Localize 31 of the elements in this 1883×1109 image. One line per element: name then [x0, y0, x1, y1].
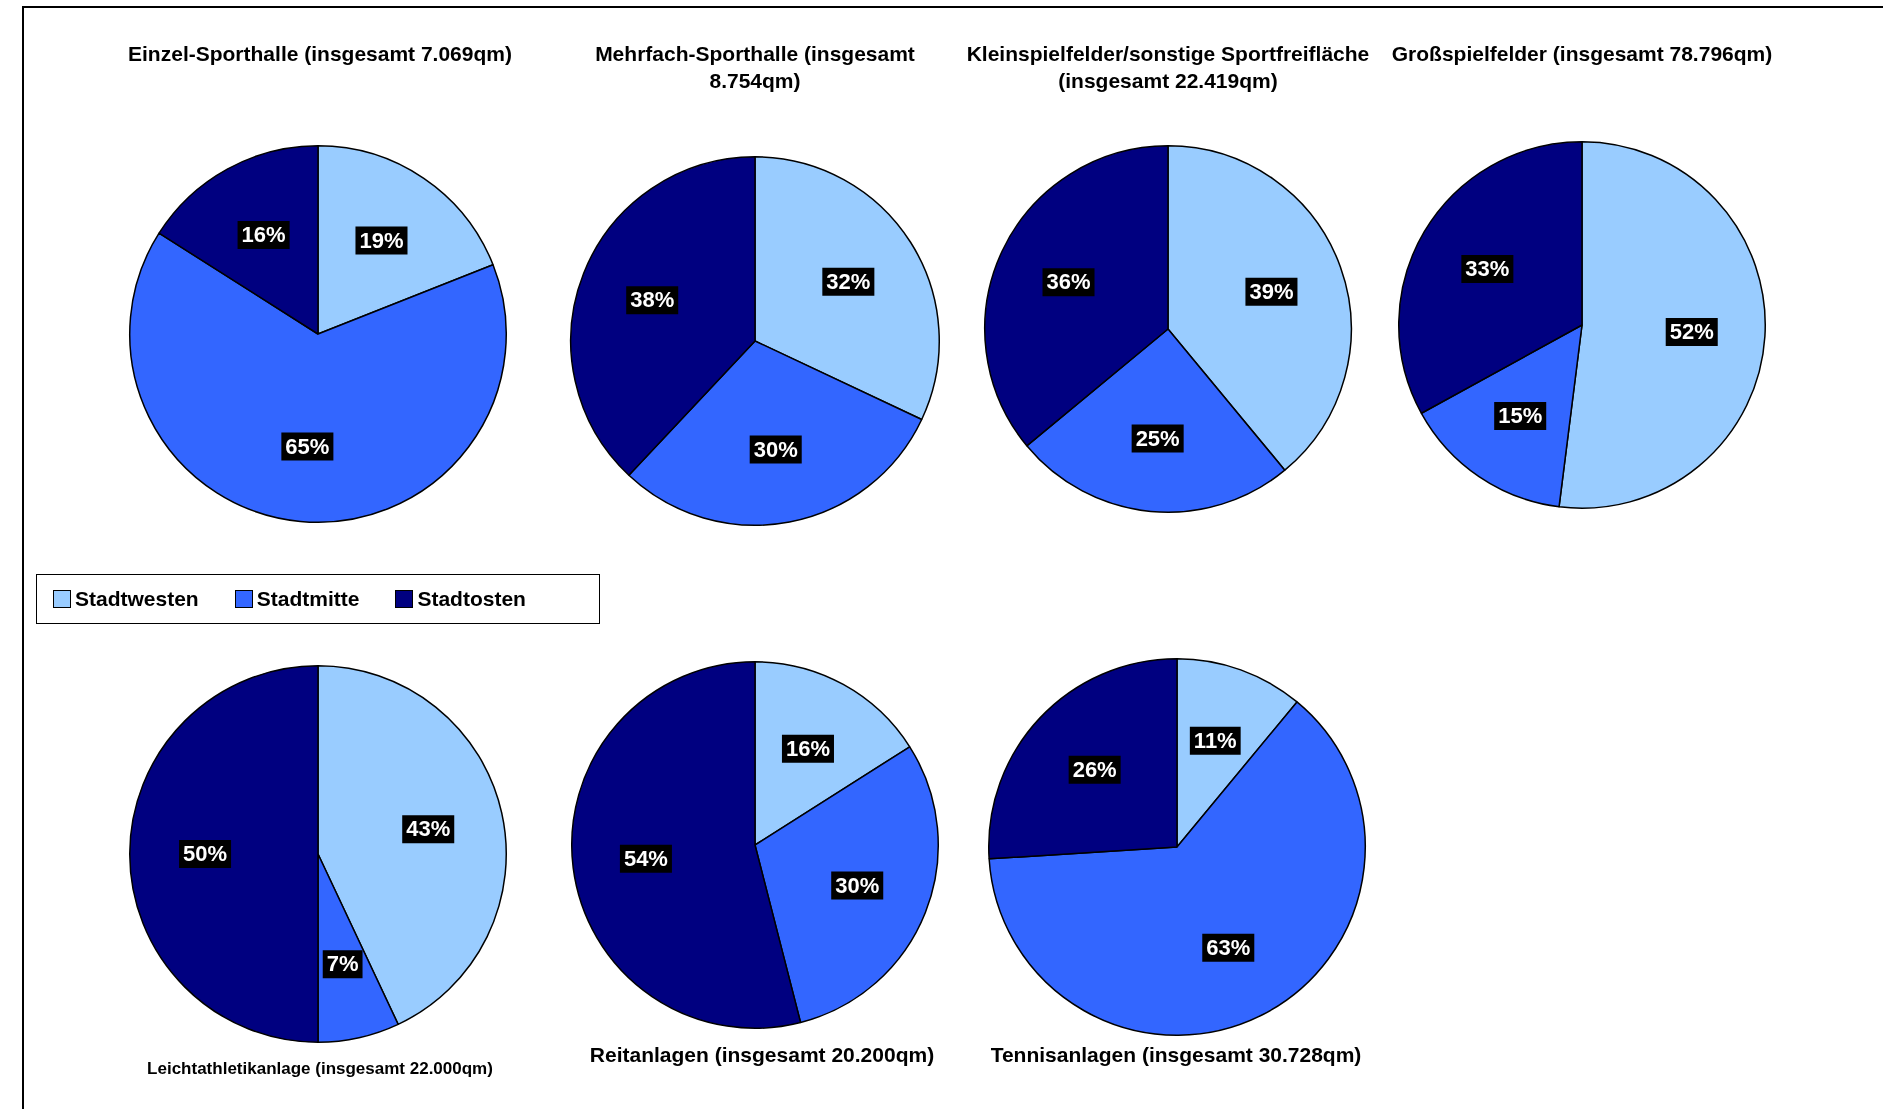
data-label: 7%: [326, 951, 359, 977]
data-label: 39%: [1249, 278, 1294, 304]
data-label: 26%: [1072, 756, 1117, 782]
data-label: 38%: [630, 287, 675, 313]
data-label: 54%: [623, 845, 668, 871]
data-label: 33%: [1465, 256, 1510, 282]
data-label: 63%: [1206, 934, 1251, 960]
legend-label: Stadtmitte: [256, 587, 360, 610]
data-label: 36%: [1046, 269, 1091, 295]
text: Tennisanlagen (insgesamt 30.728qm): [989, 1042, 1363, 1068]
data-label: 19%: [359, 227, 404, 253]
data-label: 16%: [785, 735, 830, 761]
data-label: 25%: [1135, 425, 1180, 451]
data-label: 15%: [1498, 403, 1543, 428]
data-label: 30%: [835, 872, 880, 898]
data-label: 52%: [1669, 318, 1714, 344]
data-label: 30%: [753, 436, 798, 462]
legend-label: Stadtwesten: [75, 587, 199, 610]
text: Leichtathletikanlage (insgesamt 22.000qm): [146, 1058, 494, 1080]
data-label: 16%: [241, 222, 286, 248]
data-label: 11%: [1193, 727, 1237, 753]
data-label: 50%: [183, 841, 228, 867]
chart-title: Mehrfach-Sporthalle (insgesamt 8.754qm): [594, 41, 916, 95]
chart-title: Einzel-Sporthalle (insgesamt 7.069qm): [127, 41, 513, 67]
chart-title: Kleinspielfelder/sonstige Sportfreifläche (insgesamt 22.419qm): [965, 41, 1371, 95]
legend-label: Stadtosten: [417, 587, 526, 610]
chart-title: Großspielfelder (insgesamt 78.796qm): [1391, 42, 1773, 65]
text: Reitanlagen (insgesamt 20.200qm): [589, 1043, 935, 1066]
data-label: 65%: [285, 433, 330, 459]
data-label: 43%: [406, 816, 451, 842]
data-label: 32%: [826, 268, 871, 294]
